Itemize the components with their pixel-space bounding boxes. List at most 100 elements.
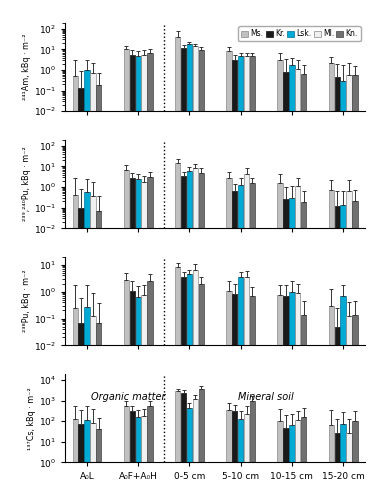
Bar [226, 410, 232, 500]
Y-axis label: ¹³⁷Cs, kBq · m⁻²: ¹³⁷Cs, kBq · m⁻² [27, 387, 36, 450]
Bar [238, 420, 243, 500]
Bar [193, 168, 198, 500]
Bar [295, 293, 300, 500]
Bar [175, 268, 180, 500]
Bar [130, 410, 135, 500]
Bar [96, 211, 101, 500]
Bar [250, 56, 255, 500]
Bar [232, 294, 237, 500]
Bar [335, 77, 340, 500]
Bar [84, 192, 90, 500]
Bar [193, 399, 198, 500]
Bar [124, 170, 129, 500]
Y-axis label: ²³⁸Pu, kBq · m⁻²: ²³⁸Pu, kBq · m⁻² [22, 270, 31, 332]
Bar [278, 295, 283, 500]
Legend: Ms., Kr., Lsk., Ml., Kn.: Ms., Kr., Lsk., Ml., Kn. [238, 26, 361, 42]
Bar [181, 393, 186, 500]
Bar [295, 186, 300, 500]
Bar [301, 417, 306, 500]
Bar [90, 316, 95, 500]
Bar [90, 423, 95, 500]
Bar [135, 56, 141, 500]
Bar [250, 400, 255, 500]
Bar [238, 277, 243, 500]
Bar [187, 274, 192, 500]
Bar [187, 44, 192, 500]
Bar [244, 174, 249, 500]
Bar [352, 314, 358, 500]
Bar [124, 406, 129, 500]
Bar [199, 284, 204, 500]
Bar [73, 196, 78, 500]
Bar [244, 414, 249, 500]
Bar [147, 177, 153, 500]
Bar [283, 200, 289, 500]
Bar [181, 277, 186, 500]
Bar [340, 206, 346, 500]
Bar [147, 282, 153, 500]
Bar [96, 86, 101, 500]
Bar [226, 290, 232, 500]
Bar [141, 182, 147, 500]
Bar [289, 64, 295, 500]
Bar [283, 296, 289, 500]
Bar [181, 176, 186, 500]
Y-axis label: ²³⁹,²⁴⁰Pu, kBq · m⁻²: ²³⁹,²⁴⁰Pu, kBq · m⁻² [22, 146, 31, 222]
Bar [141, 416, 147, 500]
Bar [130, 290, 135, 500]
Bar [278, 60, 283, 500]
Text: Organic matter: Organic matter [91, 392, 166, 402]
Bar [335, 326, 340, 500]
Bar [73, 308, 78, 500]
Bar [340, 80, 346, 500]
Bar [124, 280, 129, 500]
Bar [199, 390, 204, 500]
Bar [346, 316, 352, 500]
Bar [84, 70, 90, 500]
Bar [175, 37, 180, 500]
Bar [199, 172, 204, 500]
Bar [96, 322, 101, 500]
Bar [135, 417, 141, 500]
Bar [232, 191, 237, 500]
Bar [244, 56, 249, 500]
Bar [79, 322, 84, 500]
Bar [329, 63, 334, 500]
Bar [90, 196, 95, 500]
Bar [301, 314, 306, 500]
Bar [181, 48, 186, 500]
Text: Mineral soil: Mineral soil [238, 392, 294, 402]
Bar [329, 306, 334, 500]
Bar [73, 76, 78, 500]
Bar [96, 430, 101, 500]
Bar [289, 425, 295, 500]
Bar [141, 295, 147, 500]
Bar [289, 292, 295, 500]
Bar [238, 184, 243, 500]
Bar [147, 406, 153, 500]
Bar [147, 53, 153, 500]
Bar [90, 73, 95, 500]
Bar [193, 46, 198, 500]
Bar [352, 200, 358, 500]
Bar [135, 296, 141, 500]
Bar [346, 191, 352, 500]
Bar [352, 76, 358, 500]
Bar [232, 411, 237, 500]
Bar [250, 184, 255, 500]
Bar [346, 432, 352, 500]
Bar [226, 52, 232, 500]
Bar [141, 54, 147, 500]
Bar [335, 206, 340, 500]
Bar [187, 171, 192, 500]
Bar [346, 74, 352, 500]
Bar [289, 198, 295, 500]
Bar [283, 72, 289, 500]
Bar [278, 183, 283, 500]
Bar [199, 50, 204, 500]
Bar [329, 425, 334, 500]
Bar [283, 428, 289, 500]
Bar [79, 208, 84, 500]
Bar [295, 420, 300, 500]
Bar [352, 421, 358, 500]
